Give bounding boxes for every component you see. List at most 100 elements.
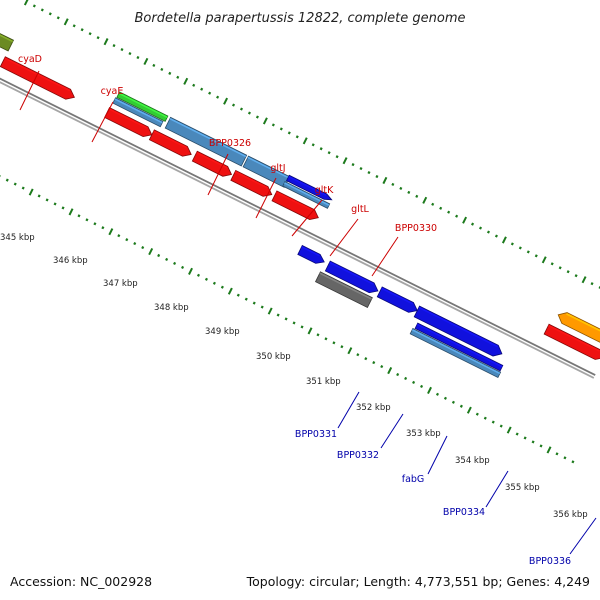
minor-tick (451, 400, 455, 404)
minor-tick (478, 226, 483, 230)
major-tick (581, 276, 587, 284)
minor-tick (399, 186, 403, 190)
minor-tick (300, 325, 304, 329)
feature-steel-bpp0326 (112, 97, 164, 128)
minor-tick (244, 297, 248, 301)
minor-tick (499, 424, 503, 428)
minor-tick (45, 198, 49, 202)
gene-labels: cyaD cyaE BPP0326 gltJ gltK gltL BPP0330 BPP033… (18, 54, 571, 567)
minor-tick (125, 238, 129, 242)
minor-tick (340, 345, 344, 349)
minor-tick (491, 420, 495, 424)
minor-tick (200, 87, 204, 91)
minor-tick (518, 246, 522, 250)
minor-tick (208, 91, 212, 95)
leader-line (329, 218, 359, 257)
gene-features (0, 33, 600, 379)
minor-tick (324, 337, 328, 341)
scale-label: 350 kbp (256, 352, 291, 362)
gene-label: BPP0330 (395, 223, 437, 234)
major-tick (267, 307, 273, 315)
minor-tick (359, 167, 363, 171)
feature-blue-fabG (376, 286, 418, 313)
feature-blue-gltL (285, 174, 333, 201)
scale-label: 356 kbp (553, 510, 588, 520)
minor-tick (247, 111, 251, 115)
feature-blue-bpp0336 (414, 322, 504, 372)
major-tick (501, 236, 507, 244)
minor-tick (563, 456, 567, 460)
minor-tick (335, 155, 339, 159)
minor-tick (415, 194, 419, 198)
minor-tick (260, 305, 264, 309)
minor-tick (526, 250, 530, 254)
minor-tick (412, 380, 416, 385)
minor-tick (32, 4, 36, 8)
feature-blue-bpp0332 (324, 260, 379, 294)
minor-tick (471, 222, 475, 226)
backbone-line (0, 81, 595, 379)
major-tick (143, 57, 149, 66)
minor-tick (85, 218, 89, 222)
minor-tick (539, 444, 543, 448)
minor-tick (165, 257, 169, 262)
minor-tick (372, 361, 376, 365)
minor-tick (364, 357, 368, 361)
minor-tick (571, 460, 575, 464)
minor-tick (590, 282, 594, 286)
minor-tick (176, 75, 180, 79)
minor-tick (128, 51, 132, 56)
minor-tick (96, 36, 100, 40)
feature-blue-bpp0334 (413, 305, 503, 357)
minor-tick (255, 115, 259, 119)
major-tick (148, 247, 154, 256)
minor-tick (459, 404, 463, 408)
feature-red-5 (271, 190, 319, 220)
leader-line (485, 470, 509, 508)
major-tick (466, 406, 472, 414)
scale-label: 352 kbp (356, 403, 391, 413)
backbone-line (0, 77, 596, 376)
minor-tick (515, 432, 519, 436)
minor-tick (295, 135, 299, 139)
minor-tick (494, 234, 498, 238)
feature-blue-bpp0331 (297, 244, 325, 264)
minor-tick (48, 12, 52, 16)
minor-tick (534, 254, 538, 258)
leader-line (569, 517, 597, 555)
minor-tick (252, 301, 256, 305)
scale-labels: 345 kbp 346 kbp 347 kbp 348 kbp 349 kbp 350 k… (0, 233, 588, 520)
minor-tick (53, 202, 57, 206)
minor-tick (152, 63, 156, 68)
feature-steel-bpp0336 (409, 327, 502, 379)
map-title: Bordetella parapertussis 12822, complete… (135, 11, 466, 26)
minor-tick (168, 71, 172, 75)
gene-label: gltJ (270, 163, 285, 174)
minor-tick (523, 436, 527, 440)
leader-line (371, 236, 399, 277)
major-tick (108, 228, 114, 236)
scale-label: 351 kbp (306, 377, 341, 387)
major-tick (347, 347, 353, 355)
minor-tick (574, 274, 578, 278)
major-tick (462, 216, 468, 224)
gene-label: fabG (402, 474, 425, 485)
minor-tick (447, 210, 451, 214)
minor-tick (93, 222, 97, 226)
minor-tick (404, 376, 408, 381)
scale-label: 354 kbp (455, 456, 490, 466)
gene-label: cyaE (101, 86, 124, 97)
major-tick (541, 256, 547, 264)
minor-tick (212, 281, 216, 285)
minor-tick (37, 194, 41, 198)
minor-tick (56, 16, 60, 20)
minor-tick (196, 273, 200, 277)
major-tick (262, 117, 268, 125)
minor-tick (120, 48, 124, 52)
minor-tick (375, 174, 379, 179)
minor-tick (510, 242, 514, 246)
major-tick (387, 366, 393, 375)
minor-tick (439, 206, 443, 210)
major-tick (183, 77, 189, 85)
gene-label: BPP0336 (529, 556, 571, 567)
